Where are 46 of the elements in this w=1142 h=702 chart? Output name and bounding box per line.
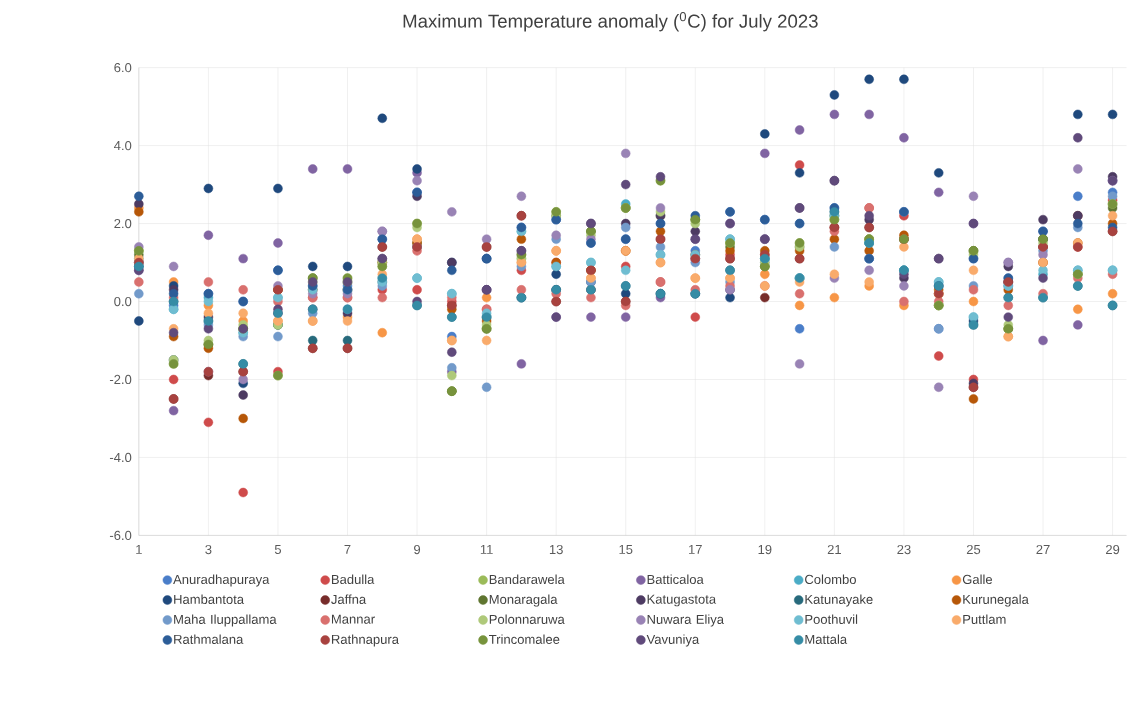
x-tick-label: 27 (1036, 545, 1050, 555)
legend-label: Maha Iluppallama (174, 614, 277, 627)
y-tick-label: -6.0 (109, 530, 132, 541)
legend-label: Trincomalee (489, 634, 560, 645)
x-tick-label: 11 (480, 545, 493, 555)
legend-label: Nuwara Eliya (647, 614, 725, 627)
legend-label: Katunayake (805, 594, 873, 607)
legend-label: Monaragala (489, 594, 558, 607)
legend-label: Mattala (805, 634, 848, 645)
x-tick-label: 3 (205, 545, 212, 555)
legend-label: Colombo (805, 574, 856, 585)
x-tick-label: 7 (344, 545, 351, 555)
x-tick-label: 23 (897, 545, 911, 555)
legend-label: Jaffna (331, 594, 367, 605)
y-tick-label: -2.0 (109, 375, 132, 385)
legend-label: Puttlam (963, 614, 1006, 625)
x-tick-label: 21 (827, 545, 841, 555)
x-tick-label: 15 (619, 545, 633, 555)
x-tick-label: 25 (966, 545, 981, 555)
legend-label: Polonnaruwa (489, 614, 565, 625)
legend-label: Rathmalana (174, 634, 244, 645)
legend-label: Rathnapura (331, 634, 399, 647)
x-tick-label: 19 (758, 545, 772, 555)
y-tick-label: -4.0 (109, 453, 132, 463)
legend-label: Galle (962, 574, 993, 585)
x-tick-label: 13 (549, 545, 563, 555)
y-tick-label: 6.0 (114, 63, 132, 73)
legend-label: Badulla (331, 574, 375, 585)
legend-label: Hambantota (174, 594, 245, 605)
x-tick-label: 9 (414, 545, 421, 555)
legend-label: Bandarawela (489, 574, 565, 585)
chart-title: Maximum Temperature anomaly ($^{0}$C) for July 2023 (403, 12, 818, 32)
x-tick-label: 17 (689, 545, 702, 555)
legend-label: Mannar (331, 614, 375, 624)
x-tick-label: 5 (274, 545, 282, 555)
x-tick-label: 29 (1106, 545, 1120, 555)
y-tick-label: 2.0 (114, 219, 132, 229)
y-tick-label: 0.0 (114, 297, 132, 307)
y-tick-label: 4.0 (113, 141, 132, 151)
x-tick-label: 1 (136, 545, 142, 555)
legend-label: Poothuvil (805, 614, 858, 625)
legend-label: Katugastota (647, 594, 717, 607)
legend-label: Vavuniya (646, 634, 700, 647)
legend-label: Anuradhapuraya (173, 574, 270, 587)
legend-label: Batticaloa (647, 574, 704, 585)
legend-label: Kurunegala (963, 594, 1029, 607)
